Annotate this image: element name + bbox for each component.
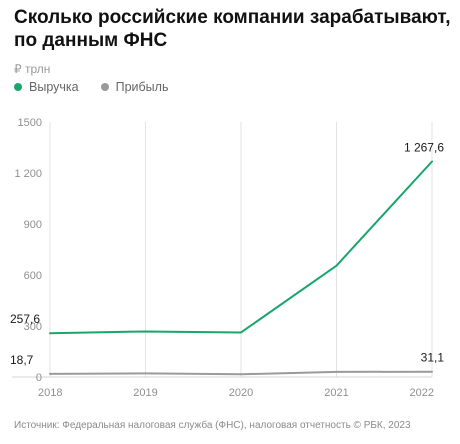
data-label: 31,1	[421, 351, 445, 365]
data-label: 257,6	[10, 312, 40, 326]
legend-label-revenue: Выручка	[29, 80, 79, 94]
x-tick-label: 2022	[410, 387, 434, 399]
y-tick-label: 1500	[18, 117, 42, 129]
y-tick-label: 1 200	[14, 168, 42, 180]
y-tick-label: 0	[36, 372, 42, 384]
unit-label: ₽ трлн	[14, 62, 51, 76]
x-tick-label: 2018	[38, 387, 62, 399]
legend-item-profit: Прибыль	[100, 80, 169, 94]
legend-label-profit: Прибыль	[115, 80, 169, 94]
legend: Выручка Прибыль	[14, 80, 168, 94]
legend-item-revenue: Выручка	[14, 80, 79, 94]
x-tick-label: 2021	[324, 387, 348, 399]
chart-title: Сколько российские компании зарабатывают…	[14, 7, 451, 51]
x-tick-label: 2020	[229, 387, 253, 399]
y-tick-label: 300	[24, 321, 42, 333]
source-note: Источник: Федеральная налоговая служба (…	[14, 420, 411, 431]
data-label: 18,7	[10, 353, 34, 367]
legend-dot-profit	[100, 83, 109, 91]
data-label: 1 267,6	[404, 141, 444, 155]
y-tick-label: 900	[24, 219, 42, 231]
legend-dot-revenue	[14, 83, 22, 91]
x-tick-label: 2019	[133, 387, 157, 399]
y-tick-label: 600	[24, 270, 42, 282]
